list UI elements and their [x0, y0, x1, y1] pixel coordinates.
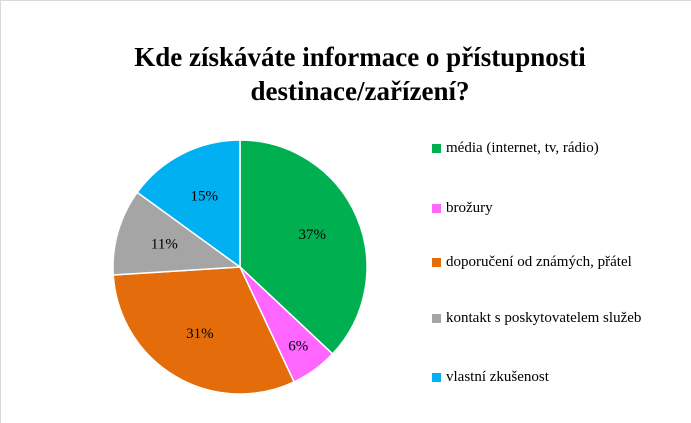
legend-item: vlastní zkušenost — [432, 366, 677, 389]
chart-title: Kde získáváte informace o přístupnosti d… — [134, 42, 586, 106]
pie-slice — [239, 139, 368, 355]
legend-swatch — [432, 258, 441, 267]
pie-slice — [112, 266, 296, 395]
legend-label: doporučení od známých, přátel — [446, 254, 632, 270]
legend-label: vlastní zkušenost — [446, 369, 549, 385]
legend-label: brožury — [446, 200, 493, 216]
legend-item: kontakt s poskytovatelem služeb — [432, 307, 677, 330]
pie-slice — [136, 139, 241, 269]
pie-slice — [112, 191, 243, 276]
legend-item: doporučení od známých, přátel — [432, 251, 677, 274]
data-label: 31% — [186, 326, 214, 342]
data-label: 11% — [151, 236, 178, 252]
legend-swatch — [432, 373, 441, 382]
legend-swatch — [432, 144, 441, 153]
legend-swatch — [432, 204, 441, 213]
legend-label: média (internet, tv, rádio) — [446, 140, 599, 156]
legend-swatch — [432, 314, 441, 323]
data-label: 37% — [299, 227, 327, 243]
legend-item: brožury — [432, 197, 677, 220]
data-label: 6% — [288, 339, 308, 355]
data-label: 15% — [191, 188, 219, 204]
legend-item: média (internet, tv, rádio) — [432, 137, 677, 160]
legend-label: kontakt s poskytovatelem služeb — [446, 310, 642, 326]
